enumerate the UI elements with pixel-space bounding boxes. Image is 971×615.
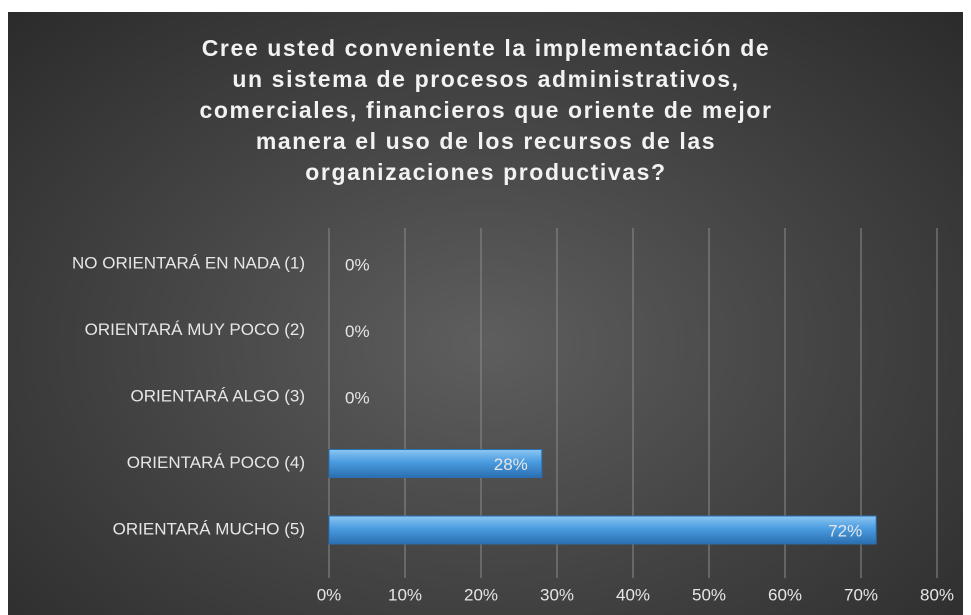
value-label: 0%: [345, 255, 370, 274]
value-label: 28%: [494, 455, 528, 474]
chart: Cree usted conveniente la implementación…: [72, 35, 954, 604]
value-label: 0%: [345, 388, 370, 407]
x-tick-label: 20%: [464, 585, 498, 604]
x-tick-label: 80%: [920, 585, 954, 604]
value-label: 0%: [345, 322, 370, 341]
category-label: ORIENTARÁ POCO (4): [127, 453, 305, 472]
category-label: ORIENTARÁ MUCHO (5): [113, 519, 305, 538]
chart-title: un sistema de procesos administrativos,: [232, 66, 739, 92]
chart-title: manera el uso de los recursos de las: [256, 128, 716, 154]
chart-area: Cree usted conveniente la implementación…: [8, 12, 963, 615]
x-tick-label: 30%: [540, 585, 574, 604]
x-tick-label: 0%: [317, 585, 342, 604]
bar: [328, 515, 877, 545]
chart-title: Cree usted conveniente la implementación…: [202, 35, 771, 61]
chart-title: comerciales, financieros que oriente de …: [199, 97, 772, 123]
value-label: 72%: [828, 521, 862, 540]
x-tick-label: 60%: [768, 585, 802, 604]
x-tick-label: 70%: [844, 585, 878, 604]
x-tick-label: 40%: [616, 585, 650, 604]
x-tick-label: 50%: [692, 585, 726, 604]
category-label: ORIENTARÁ ALGO (3): [131, 386, 305, 405]
bar: [328, 449, 543, 478]
chart-title: organizaciones productivas?: [305, 159, 666, 185]
category-label: NO ORIENTARÁ EN NADA (1): [72, 253, 305, 272]
category-label: ORIENTARÁ MUY POCO (2): [85, 320, 305, 339]
x-tick-label: 10%: [388, 585, 422, 604]
